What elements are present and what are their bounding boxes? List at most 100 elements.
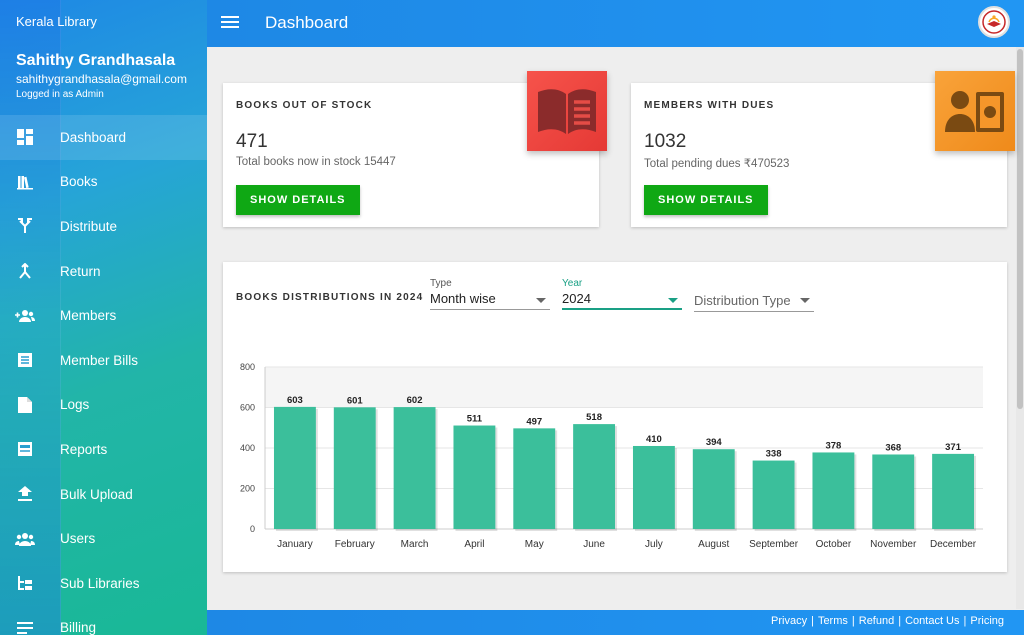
chevron-down-icon [536, 298, 546, 303]
sidebar-item-label: Distribute [60, 218, 118, 234]
card-heading: MEMBERS WITH DUES [644, 100, 775, 111]
bar-value-label: 368 [885, 442, 901, 453]
bar-value-label: 603 [287, 395, 303, 406]
sidebar-item-books[interactable]: Books [0, 160, 207, 205]
sidebar-item-reports[interactable]: Reports [0, 427, 207, 472]
x-tick-label: November [870, 539, 917, 550]
dashboard-icon [14, 126, 36, 148]
bar-value-label: 518 [586, 412, 602, 423]
sidebar-item-logs[interactable]: Logs [0, 383, 207, 428]
bar-value-label: 410 [646, 434, 662, 445]
distribution-type-select[interactable]: Distribution Type [694, 291, 814, 312]
sidebar-item-billing[interactable]: Billing [0, 606, 207, 635]
library-logo-icon[interactable] [978, 6, 1010, 38]
x-tick-label: May [525, 539, 544, 550]
member-money-icon [935, 71, 1015, 151]
footer: Privacy | Terms | Refund | Contact Us | Pricing [207, 610, 1024, 635]
select-underline [562, 308, 682, 310]
return-icon [14, 260, 36, 282]
bar-value-label: 378 [825, 440, 841, 451]
menu-icon[interactable] [221, 13, 239, 31]
bar [513, 428, 556, 529]
reports-icon [14, 438, 36, 460]
card-heading: BOOKS OUT OF STOCK [236, 100, 373, 111]
page-scrollbar[interactable] [1016, 47, 1024, 609]
sidebar-item-label: Dashboard [60, 129, 127, 145]
x-tick-label: December [930, 539, 977, 550]
chart-heading: BOOKS DISTRIBUTIONS IN 2024 [236, 292, 424, 303]
select-underline [694, 311, 814, 312]
distribute-icon [14, 215, 36, 237]
scrollbar-thumb[interactable] [1017, 49, 1023, 409]
footer-separator: | [898, 615, 902, 627]
x-tick-label: July [645, 539, 663, 550]
sidebar-item-members[interactable]: Members [0, 293, 207, 338]
sidebar-item-label: Books [60, 174, 98, 190]
sidebar-item-label: Users [60, 531, 96, 547]
bar [872, 454, 915, 529]
page-title: Dashboard [265, 13, 349, 32]
sidebar-item-label: Reports [60, 441, 108, 457]
distribution-type-placeholder: Distribution Type [694, 293, 791, 308]
sidebar-item-label: Members [60, 308, 117, 324]
y-tick-label: 400 [240, 443, 255, 453]
show-details-button[interactable]: SHOW DETAILS [236, 185, 360, 215]
sidebar-item-users[interactable]: Users [0, 516, 207, 561]
x-tick-label: October [816, 539, 852, 550]
bar [812, 452, 855, 529]
sidebar-item-label: Billing [60, 620, 97, 635]
sidebar-item-label: Bulk Upload [60, 486, 133, 502]
y-tick-label: 200 [240, 484, 255, 494]
open-book-icon [527, 71, 607, 151]
sidebar-item-sub-libraries[interactable]: Sub Libraries [0, 561, 207, 606]
bar-value-label: 497 [526, 416, 542, 427]
bar [692, 449, 735, 529]
sub-libraries-icon [14, 572, 36, 594]
sidebar-item-return[interactable]: Return [0, 249, 207, 294]
logs-icon [14, 394, 36, 416]
card-subtext: Total books now in stock 15447 [236, 156, 396, 168]
members-with-dues-card: MEMBERS WITH DUES 1032 Total pending due… [631, 71, 1015, 227]
year-select[interactable]: Year 2024 [562, 278, 682, 310]
footer-link-privacy[interactable]: Privacy [771, 615, 808, 627]
x-tick-label: April [464, 539, 484, 550]
chevron-down-icon [800, 298, 810, 303]
x-tick-label: February [335, 539, 375, 550]
bar [932, 453, 975, 529]
sidebar-item-bulk-upload[interactable]: Bulk Upload [0, 472, 207, 517]
brand-name: Kerala Library [16, 14, 97, 29]
type-select-value: Month wise [430, 291, 496, 306]
x-tick-label: March [401, 539, 429, 550]
sidebar-item-member-bills[interactable]: Member Bills [0, 338, 207, 383]
x-tick-label: August [698, 539, 729, 550]
card-subtext: Total pending dues ₹470523 [644, 158, 790, 170]
bar-value-label: 338 [766, 449, 782, 460]
distribution-chart-card: BOOKS DISTRIBUTIONS IN 2024 Type Month w… [223, 262, 1007, 572]
bar-value-label: 511 [467, 414, 483, 425]
footer-link-terms[interactable]: Terms [817, 615, 848, 627]
chevron-down-icon [668, 298, 678, 303]
footer-link-contact-us[interactable]: Contact Us [905, 615, 960, 627]
user-name: Sahithy Grandhasala [16, 52, 176, 69]
sidebar-item-label: Member Bills [60, 352, 139, 368]
sidebar-item-dashboard[interactable]: Dashboard [0, 115, 207, 160]
bar-value-label: 394 [706, 437, 723, 448]
type-select[interactable]: Type Month wise [430, 278, 550, 310]
bar-chart: 0 200 400 600 800 603 January 601 February 602 Mar… [240, 362, 983, 550]
upload-icon [14, 483, 36, 505]
y-tick-label: 800 [240, 362, 255, 372]
footer-link-refund[interactable]: Refund [858, 615, 895, 627]
y-tick-label: 600 [240, 403, 255, 413]
bar [333, 407, 376, 529]
show-details-button[interactable]: SHOW DETAILS [644, 185, 768, 215]
bar [393, 407, 436, 529]
sidebar-item-label: Sub Libraries [60, 575, 140, 591]
books-out-of-stock-card: BOOKS OUT OF STOCK 471 Total books now i… [223, 71, 607, 227]
user-email: sahithygrandhasala@gmail.com [16, 72, 187, 86]
users-icon [14, 528, 36, 550]
sidebar-item-distribute[interactable]: Distribute [0, 204, 207, 249]
footer-separator: | [963, 615, 967, 627]
x-tick-label: September [749, 539, 799, 550]
footer-link-pricing[interactable]: Pricing [970, 615, 1004, 627]
sidebar: Kerala Library Sahithy Grandhasala sahit… [0, 0, 207, 635]
